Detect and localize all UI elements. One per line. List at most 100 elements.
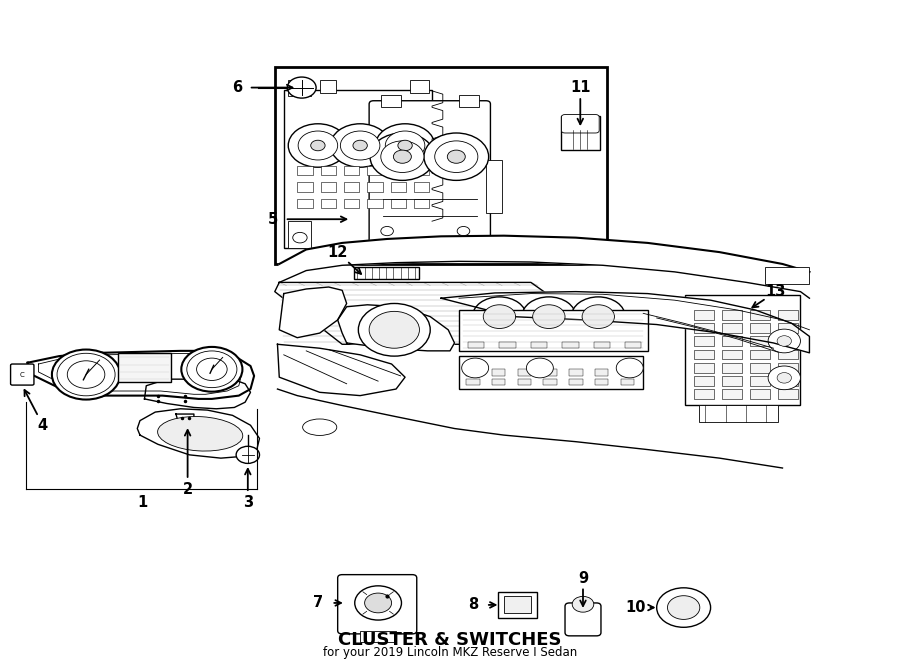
Circle shape bbox=[68, 361, 104, 388]
Bar bbox=[288, 80, 310, 96]
Bar bbox=[778, 350, 797, 360]
Bar bbox=[288, 221, 310, 247]
Circle shape bbox=[572, 596, 594, 612]
Circle shape bbox=[375, 124, 435, 167]
Polygon shape bbox=[441, 292, 809, 353]
Bar bbox=[459, 356, 644, 389]
Bar bbox=[367, 182, 382, 192]
Text: 7: 7 bbox=[313, 596, 323, 611]
Circle shape bbox=[522, 297, 576, 336]
Bar bbox=[284, 89, 432, 247]
Circle shape bbox=[526, 358, 554, 378]
Bar bbox=[414, 166, 429, 175]
Circle shape bbox=[358, 303, 430, 356]
Bar bbox=[297, 166, 312, 175]
Circle shape bbox=[668, 596, 700, 619]
Bar bbox=[391, 166, 406, 175]
Circle shape bbox=[393, 150, 411, 163]
Circle shape bbox=[381, 227, 393, 236]
Bar bbox=[459, 310, 648, 351]
FancyBboxPatch shape bbox=[338, 574, 417, 634]
Bar bbox=[360, 631, 396, 642]
Ellipse shape bbox=[302, 419, 337, 436]
Circle shape bbox=[353, 140, 367, 151]
Ellipse shape bbox=[158, 416, 243, 451]
Text: 5: 5 bbox=[268, 212, 278, 227]
Circle shape bbox=[340, 131, 380, 160]
Bar bbox=[518, 369, 531, 376]
Bar bbox=[750, 350, 770, 360]
Bar bbox=[595, 379, 608, 385]
Circle shape bbox=[330, 124, 390, 167]
Text: CLUSTER & SWITCHES: CLUSTER & SWITCHES bbox=[338, 631, 562, 650]
Bar bbox=[468, 342, 484, 348]
Circle shape bbox=[292, 233, 307, 243]
Circle shape bbox=[777, 336, 791, 346]
Bar bbox=[723, 336, 742, 346]
Circle shape bbox=[398, 140, 412, 151]
Text: 3: 3 bbox=[243, 494, 253, 510]
Polygon shape bbox=[145, 378, 250, 408]
Circle shape bbox=[472, 297, 526, 336]
Circle shape bbox=[381, 141, 424, 173]
FancyBboxPatch shape bbox=[565, 603, 601, 636]
Bar bbox=[621, 369, 634, 376]
Polygon shape bbox=[176, 414, 194, 427]
Circle shape bbox=[483, 305, 516, 329]
Text: C: C bbox=[20, 371, 24, 377]
Bar bbox=[500, 342, 516, 348]
Text: 4: 4 bbox=[38, 418, 48, 433]
Bar bbox=[544, 369, 557, 376]
Bar bbox=[595, 369, 608, 376]
Circle shape bbox=[196, 358, 227, 381]
Text: 1: 1 bbox=[138, 494, 148, 510]
Bar bbox=[569, 379, 582, 385]
Circle shape bbox=[369, 311, 419, 348]
Bar bbox=[562, 342, 579, 348]
FancyBboxPatch shape bbox=[369, 100, 491, 255]
Circle shape bbox=[424, 133, 489, 180]
Bar bbox=[723, 363, 742, 373]
Bar bbox=[344, 166, 359, 175]
Bar bbox=[778, 389, 797, 399]
Bar bbox=[778, 336, 797, 346]
Bar bbox=[414, 182, 429, 192]
Bar bbox=[320, 199, 336, 208]
Circle shape bbox=[435, 141, 478, 173]
Bar bbox=[344, 199, 359, 208]
Bar bbox=[750, 336, 770, 346]
Circle shape bbox=[768, 329, 800, 353]
Bar bbox=[699, 405, 778, 422]
FancyBboxPatch shape bbox=[11, 364, 34, 385]
Bar bbox=[778, 376, 797, 386]
Bar bbox=[354, 267, 418, 279]
Bar bbox=[297, 182, 312, 192]
Bar bbox=[695, 363, 715, 373]
Circle shape bbox=[52, 350, 121, 399]
Bar bbox=[561, 116, 600, 150]
Circle shape bbox=[57, 353, 115, 396]
Bar bbox=[626, 342, 642, 348]
Text: 10: 10 bbox=[625, 600, 645, 615]
Polygon shape bbox=[138, 408, 259, 458]
Bar bbox=[695, 310, 715, 320]
Bar bbox=[686, 295, 800, 405]
Bar bbox=[723, 323, 742, 333]
Bar bbox=[504, 596, 531, 613]
Bar bbox=[381, 95, 400, 107]
Bar bbox=[410, 80, 429, 93]
Bar bbox=[297, 199, 312, 208]
Text: 12: 12 bbox=[328, 245, 348, 260]
Text: 8: 8 bbox=[468, 598, 479, 613]
Circle shape bbox=[298, 131, 338, 160]
Circle shape bbox=[370, 133, 435, 180]
Circle shape bbox=[657, 588, 711, 627]
Text: 2: 2 bbox=[183, 482, 193, 496]
Bar bbox=[344, 182, 359, 192]
Circle shape bbox=[777, 373, 791, 383]
Circle shape bbox=[364, 593, 392, 613]
Bar bbox=[750, 363, 770, 373]
Polygon shape bbox=[277, 344, 405, 396]
Bar bbox=[544, 379, 557, 385]
Bar bbox=[723, 310, 742, 320]
